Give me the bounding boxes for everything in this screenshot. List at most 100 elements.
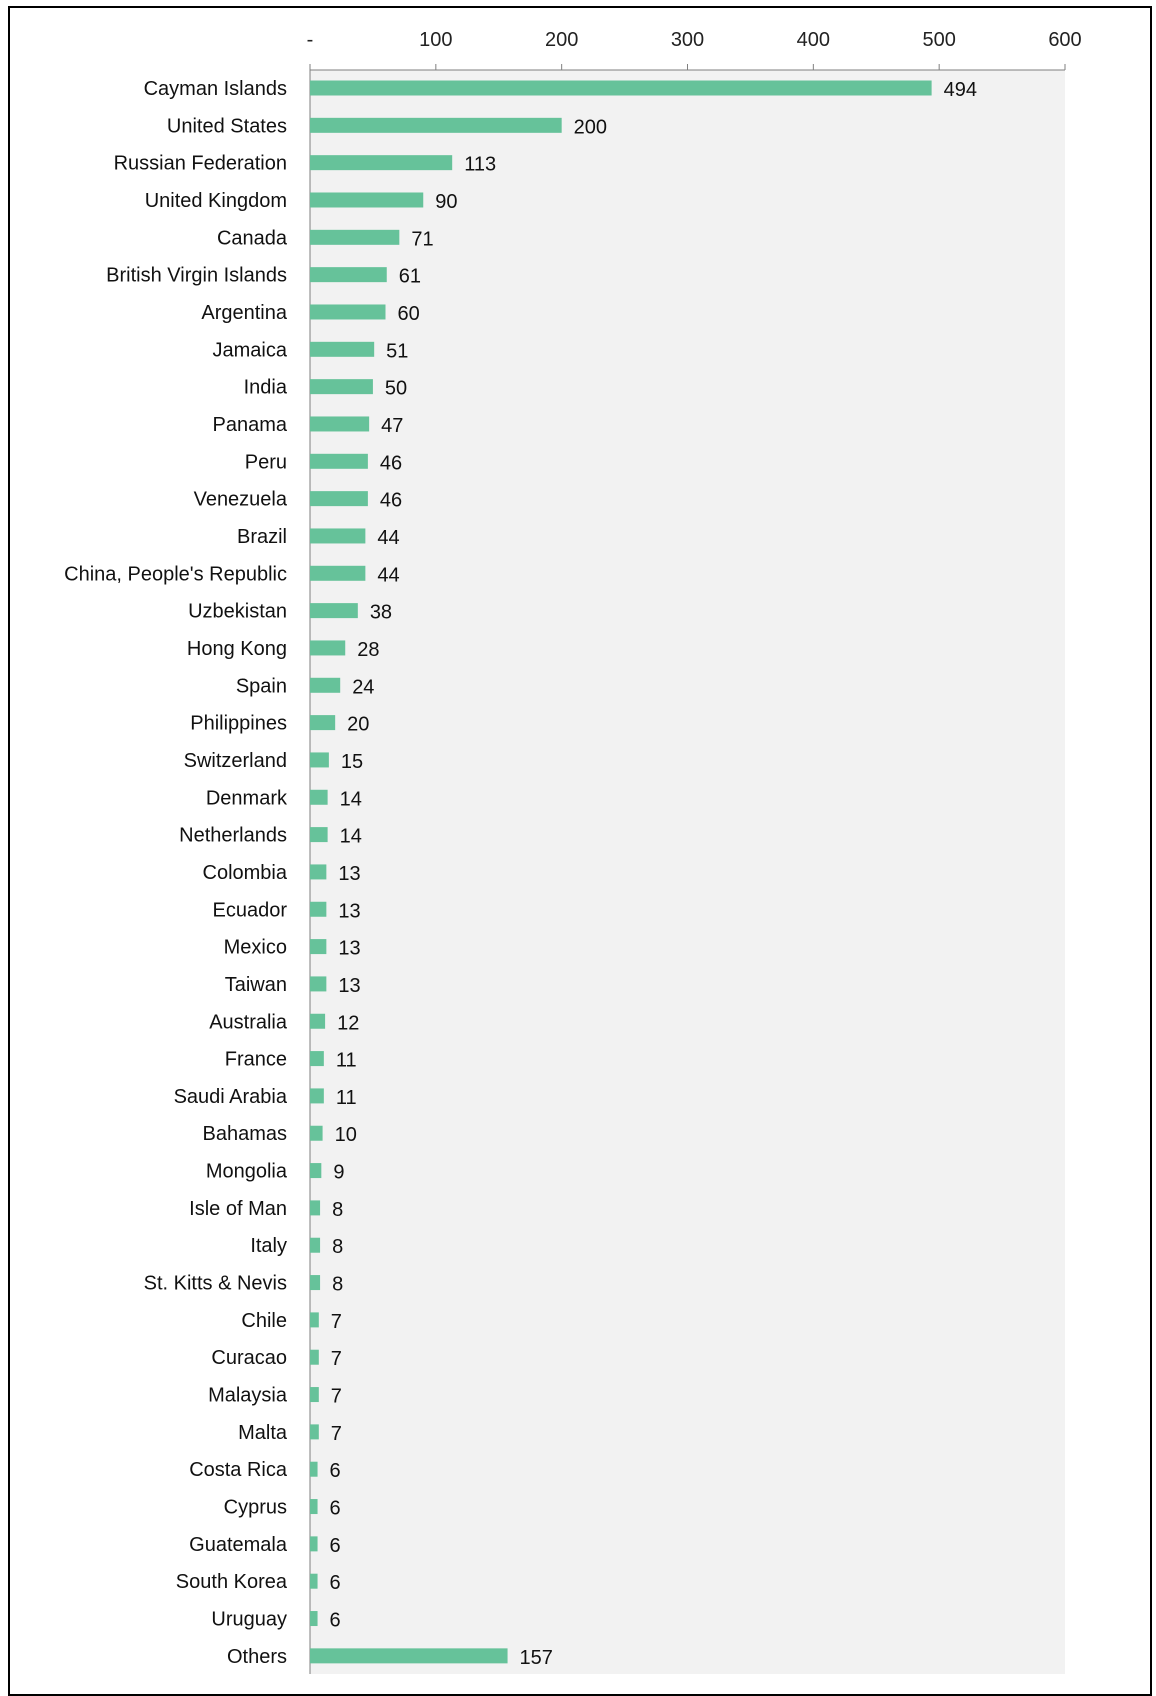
data-label: 9 [333,1162,344,1184]
data-label: 8 [332,1236,343,1258]
bar [310,1125,323,1141]
bar [310,1088,324,1104]
bar [310,1499,318,1515]
bar [310,565,366,581]
bar [310,976,327,992]
category-label: Curacao [211,1347,287,1369]
bar [310,491,368,507]
data-label: 7 [331,1311,342,1333]
bar [310,192,424,208]
category-label: South Korea [176,1571,288,1593]
data-label: 50 [385,378,407,400]
bar [310,229,400,245]
category-label: Chile [241,1310,287,1332]
category-label: Mongolia [206,1161,288,1183]
category-label: Russian Federation [114,153,287,175]
bar [310,864,327,880]
category-label: Malaysia [208,1385,288,1407]
bar [310,603,358,619]
category-label: Uruguay [211,1609,287,1631]
data-label: 113 [464,154,496,176]
x-tick-label: 300 [671,29,704,51]
category-label: Netherlands [179,825,287,847]
plot-area [310,70,1065,1674]
data-label: 6 [330,1535,341,1557]
bar [310,677,341,693]
category-label: United States [167,115,287,137]
data-label: 11 [336,1050,357,1072]
data-label: 44 [377,564,399,586]
bar [310,155,453,171]
bar [310,1051,324,1067]
category-label: Peru [245,451,287,473]
data-label: 60 [398,303,420,325]
bar [310,789,328,805]
category-label: Others [227,1646,287,1668]
category-label: Taiwan [225,974,287,996]
data-label: 7 [331,1423,342,1445]
category-label: United Kingdom [145,190,287,212]
data-label: 12 [337,1012,359,1034]
bar [310,528,366,544]
category-label: Panama [213,414,288,436]
category-label: Hong Kong [187,638,287,660]
bar [310,267,387,283]
bar [310,379,373,395]
bar [310,1573,318,1589]
data-label: 90 [435,191,457,213]
data-label: 15 [341,751,363,773]
category-label: Jamaica [213,339,288,361]
category-label: Canada [217,227,288,249]
data-label: 71 [411,228,433,250]
bar [310,901,327,917]
data-label: 13 [338,938,360,960]
data-label: 14 [340,788,362,810]
data-label: 46 [380,452,402,474]
category-label: Cyprus [224,1497,287,1519]
data-label: 6 [330,1572,341,1594]
category-label: Italy [250,1235,287,1257]
data-label: 38 [370,602,392,624]
bar [310,341,375,357]
bar [310,715,336,731]
data-label: 200 [574,116,607,138]
category-label: Saudi Arabia [174,1086,288,1108]
category-label: Argentina [201,302,287,324]
x-tick-label: 500 [922,29,955,51]
data-label: 10 [335,1124,357,1146]
category-label: Cayman Islands [144,78,287,100]
bar [310,1387,319,1403]
bar [310,1424,319,1440]
x-tick-label: - [307,29,314,51]
x-tick-label: 400 [797,29,830,51]
category-label: Colombia [203,862,288,884]
data-label: 28 [357,639,379,661]
bar [310,1163,322,1179]
category-label: Denmark [206,787,288,809]
data-label: 8 [332,1199,343,1221]
data-label: 11 [336,1087,357,1109]
category-label: Spain [236,675,287,697]
data-label: 13 [338,975,360,997]
category-label: Switzerland [184,750,287,772]
bar [310,416,370,432]
x-tick-label: 100 [419,29,452,51]
bar [310,117,562,133]
bar [310,453,368,469]
category-label: Isle of Man [189,1198,287,1220]
category-label: Uzbekistan [188,601,287,623]
bar [310,640,346,656]
x-tick-label: 600 [1048,29,1081,51]
data-label: 20 [347,714,369,736]
bar [310,1275,321,1291]
category-label: Philippines [190,713,287,735]
bar [310,939,327,955]
bar [310,1013,326,1029]
category-label: British Virgin Islands [106,265,287,287]
data-label: 14 [340,826,362,848]
category-label: India [244,377,288,399]
data-label: 46 [380,490,402,512]
data-label: 7 [331,1348,342,1370]
data-label: 13 [338,863,360,885]
